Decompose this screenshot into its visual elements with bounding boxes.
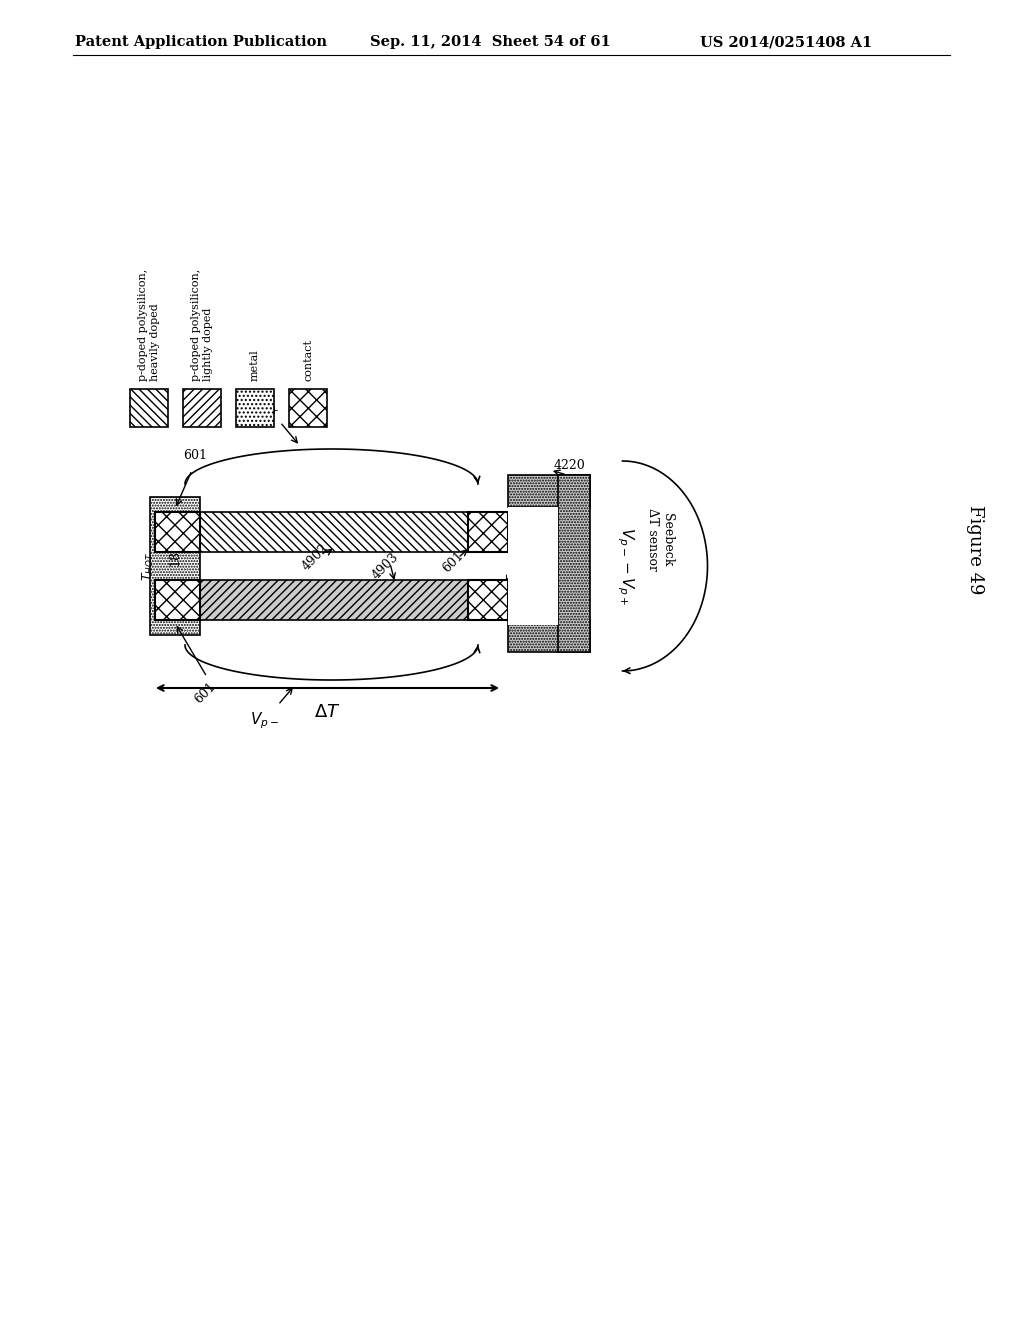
Text: Figure 49: Figure 49: [966, 506, 984, 595]
Text: $T_{COLD}$: $T_{COLD}$: [506, 549, 520, 583]
Text: 4902: 4902: [299, 541, 331, 573]
Bar: [183, 389, 221, 426]
Text: 4903: 4903: [369, 550, 400, 582]
Bar: [508, 475, 590, 507]
Text: 601: 601: [191, 680, 218, 706]
Text: $T_{HOT}$: $T_{HOT}$: [140, 552, 156, 581]
Bar: [468, 512, 508, 552]
Text: Seebeck
ΔT sensor: Seebeck ΔT sensor: [646, 508, 674, 572]
Text: p-doped polysilicon,
lightly doped: p-doped polysilicon, lightly doped: [190, 269, 213, 381]
Text: 1803: 1803: [169, 535, 181, 566]
Bar: [508, 507, 558, 624]
Bar: [195, 512, 468, 552]
Bar: [195, 579, 468, 620]
Bar: [150, 498, 200, 635]
Text: $V_{p-} - V_{p+}$: $V_{p-} - V_{p+}$: [614, 527, 635, 606]
Text: Sep. 11, 2014  Sheet 54 of 61: Sep. 11, 2014 Sheet 54 of 61: [370, 36, 610, 49]
Bar: [236, 389, 274, 426]
Bar: [130, 389, 168, 426]
Text: metal: metal: [250, 350, 260, 381]
Bar: [155, 579, 200, 620]
Text: p-doped polysilicon,
heavily doped: p-doped polysilicon, heavily doped: [138, 269, 160, 381]
Bar: [155, 512, 200, 552]
Text: $V_{p+}$: $V_{p+}$: [251, 399, 280, 418]
Text: 4220: 4220: [554, 459, 586, 473]
Text: $\Delta T$: $\Delta T$: [313, 704, 340, 721]
Text: $V_{p-}$: $V_{p-}$: [251, 710, 280, 730]
Text: US 2014/0251408 A1: US 2014/0251408 A1: [700, 36, 872, 49]
Text: Patent Application Publication: Patent Application Publication: [75, 36, 327, 49]
Text: contact: contact: [303, 339, 313, 381]
Text: 601: 601: [440, 549, 466, 576]
Bar: [558, 475, 590, 652]
Bar: [508, 620, 590, 652]
Text: 601: 601: [183, 449, 207, 462]
Bar: [289, 389, 327, 426]
Bar: [468, 579, 508, 620]
